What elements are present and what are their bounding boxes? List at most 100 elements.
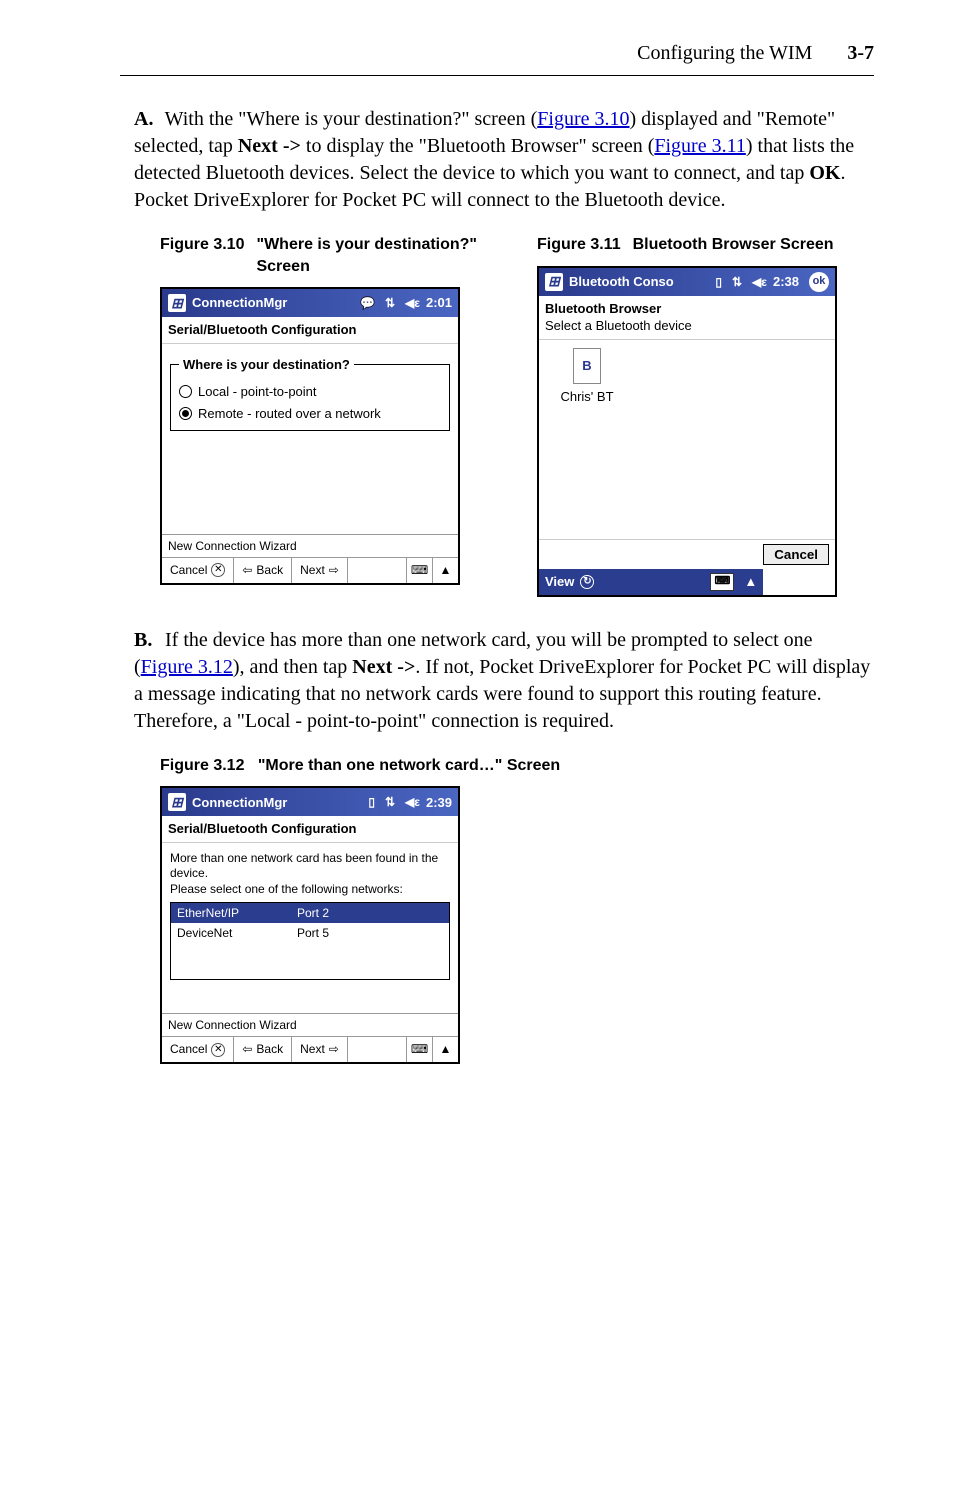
windows-flag-icon: ⊞ (545, 273, 563, 291)
fig12-back-label: Back (256, 1041, 283, 1057)
radio-remote-label: Remote - routed over a network (198, 405, 381, 423)
figure-row-10-11: Figure 3.10 "Where is your destination?"… (160, 234, 874, 597)
fig11-caption: Figure 3.11 Bluetooth Browser Screen (537, 234, 874, 256)
fig11-lower-area: Cancel (539, 539, 835, 569)
fig12-next-button[interactable]: Next ⇨ (292, 1037, 348, 1062)
network-icon: ⇅ (385, 295, 395, 311)
link-figure-3-12[interactable]: Figure 3.12 (141, 656, 233, 678)
speaker-icon: ◀ε (405, 295, 420, 311)
header-title: Configuring the WIM (637, 42, 812, 64)
signal-icon: ▯ (715, 274, 722, 290)
arrow-right-icon: ⇨ (329, 562, 339, 578)
fig11-heading: Bluetooth Browser Select a Bluetooth dev… (539, 296, 835, 339)
fig11-content: B Chris' BT (539, 339, 835, 539)
figure-3-11: Figure 3.11 Bluetooth Browser Screen ⊞ B… (537, 234, 874, 597)
list-item-port: Port 2 (291, 903, 335, 923)
figure-3-10: Figure 3.10 "Where is your destination?"… (160, 234, 497, 597)
fig12-cancel-button[interactable]: Cancel ✕ (162, 1037, 234, 1062)
fig10-appname: ConnectionMgr (192, 294, 350, 312)
pa-bold-ok: OK (809, 162, 840, 184)
up-arrow-icon[interactable]: ▲ (744, 573, 757, 591)
list-item[interactable]: EtherNet/IP Port 2 (171, 903, 449, 923)
fig11-title: Bluetooth Browser Screen (633, 234, 874, 256)
fig12-appname: ConnectionMgr (192, 794, 358, 812)
fig10-title: "Where is your destination?" Screen (256, 234, 497, 277)
fig10-clock: 2:01 (426, 294, 452, 312)
fig11-viewbar: View ↻ ⌨ ▲ (539, 569, 763, 595)
fig10-label: Figure 3.10 (160, 234, 244, 277)
arrow-left-icon: ⇦ (242, 562, 252, 578)
fig11-cancel-button[interactable]: Cancel (763, 544, 829, 565)
fig12-window: ⊞ ConnectionMgr ▯ ⇅ ◀ε 2:39 Serial/Bluet… (160, 786, 460, 1064)
pb-t2: ), and then tap (233, 656, 352, 678)
fig12-footer-text: New Connection Wizard (162, 1013, 458, 1036)
fig12-subhead: Serial/Bluetooth Configuration (162, 816, 458, 843)
page-header: Configuring the WIM 3-7 (120, 40, 874, 76)
fig10-titlebar: ⊞ ConnectionMgr 💬 ⇅ ◀ε 2:01 (162, 289, 458, 317)
fig11-subtext: Select a Bluetooth device (545, 317, 829, 335)
up-arrow-icon[interactable]: ▲ (432, 558, 458, 583)
destination-fieldset: Where is your destination? Local - point… (170, 356, 450, 432)
fig10-cancel-label: Cancel (170, 562, 207, 578)
radio-local-icon (179, 385, 192, 398)
refresh-icon[interactable]: ↻ (580, 575, 594, 589)
fig12-title: "More than one network card…" Screen (258, 757, 560, 774)
arrow-right-icon: ⇨ (329, 1041, 339, 1057)
paragraph-a-letter: A. (134, 106, 160, 133)
fig12-cancel-label: Cancel (170, 1041, 207, 1057)
signal-icon: ▯ (368, 794, 375, 810)
cancel-x-icon: ✕ (211, 1043, 225, 1057)
fig11-heading-text: Bluetooth Browser (545, 300, 829, 318)
up-arrow-icon[interactable]: ▲ (432, 1037, 458, 1062)
fig12-back-button[interactable]: ⇦ Back (234, 1037, 292, 1062)
fig12-next-label: Next (300, 1041, 325, 1057)
destination-legend: Where is your destination? (179, 356, 354, 374)
pb-bold-next: Next -> (352, 656, 415, 678)
paragraph-b-text: If the device has more than one network … (134, 629, 870, 732)
fig12-label: Figure 3.12 (160, 757, 244, 774)
speaker-icon: ◀ε (752, 274, 767, 290)
fig12-titlebar: ⊞ ConnectionMgr ▯ ⇅ ◀ε 2:39 (162, 788, 458, 816)
fig11-view-label: View (545, 573, 574, 591)
network-listbox[interactable]: EtherNet/IP Port 2 DeviceNet Port 5 (170, 902, 450, 980)
link-figure-3-10[interactable]: Figure 3.10 (537, 108, 629, 130)
bluetooth-device-icon: B (573, 348, 601, 384)
balloon-icon: 💬 (360, 295, 375, 311)
radio-remote-icon (179, 407, 192, 420)
page-number: 3-7 (847, 42, 874, 64)
bluetooth-device-name: Chris' BT (547, 388, 627, 406)
windows-flag-icon: ⊞ (168, 793, 186, 811)
keyboard-icon[interactable]: ⌨ (406, 1037, 432, 1062)
paragraph-a-text: With the "Where is your destination?" sc… (134, 108, 854, 211)
fig12-message: More than one network card has been foun… (170, 851, 450, 898)
network-icon: ⇅ (385, 794, 395, 810)
fig10-next-button[interactable]: Next ⇨ (292, 558, 348, 583)
list-item-name: DeviceNet (171, 923, 291, 943)
radio-remote[interactable]: Remote - routed over a network (179, 405, 441, 423)
fig10-subhead: Serial/Bluetooth Configuration (162, 317, 458, 344)
fig10-toolbar: Cancel ✕ ⇦ Back Next ⇨ ⌨ ▲ (162, 557, 458, 583)
paragraph-a: A. With the "Where is your destination?"… (134, 106, 874, 214)
paragraph-b: B. If the device has more than one netwo… (134, 627, 874, 735)
radio-local[interactable]: Local - point-to-point (179, 383, 441, 401)
list-item-name: EtherNet/IP (171, 903, 291, 923)
fig10-window: ⊞ ConnectionMgr 💬 ⇅ ◀ε 2:01 Serial/Bluet… (160, 287, 460, 585)
pa-t3: to display the "Bluetooth Browser" scree… (301, 135, 654, 157)
link-figure-3-11[interactable]: Figure 3.11 (654, 135, 745, 157)
fig10-cancel-button[interactable]: Cancel ✕ (162, 558, 234, 583)
list-item[interactable]: DeviceNet Port 5 (171, 923, 449, 943)
ok-button[interactable]: ok (809, 272, 829, 292)
fig10-caption: Figure 3.10 "Where is your destination?"… (160, 234, 497, 277)
fig11-titlebar: ⊞ Bluetooth Conso ▯ ⇅ ◀ε 2:38 ok (539, 268, 835, 296)
fig10-back-label: Back (256, 562, 283, 578)
fig12-clock: 2:39 (426, 794, 452, 812)
keyboard-icon[interactable]: ⌨ (710, 573, 734, 591)
fig10-back-button[interactable]: ⇦ Back (234, 558, 292, 583)
keyboard-icon[interactable]: ⌨ (406, 558, 432, 583)
bluetooth-device-item[interactable]: B Chris' BT (547, 348, 627, 406)
fig10-next-label: Next (300, 562, 325, 578)
fig10-content: Where is your destination? Local - point… (162, 344, 458, 534)
pa-bold-next: Next -> (238, 135, 301, 157)
fig12-toolbar: Cancel ✕ ⇦ Back Next ⇨ ⌨ ▲ (162, 1036, 458, 1062)
speaker-icon: ◀ε (405, 794, 420, 810)
